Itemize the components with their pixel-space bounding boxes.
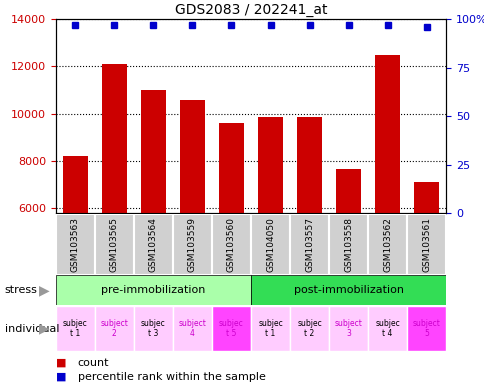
Text: subjec
t 3: subjec t 3 bbox=[141, 319, 166, 338]
Text: post-immobilization: post-immobilization bbox=[293, 285, 403, 295]
Text: GSM103559: GSM103559 bbox=[187, 217, 197, 272]
Text: GSM103562: GSM103562 bbox=[382, 217, 392, 271]
Text: subjec
t 1: subjec t 1 bbox=[63, 319, 88, 338]
Text: individual: individual bbox=[5, 324, 59, 334]
Text: subject
2: subject 2 bbox=[100, 319, 128, 338]
Bar bbox=[212, 214, 251, 275]
Bar bbox=[62, 156, 88, 350]
Text: ■: ■ bbox=[56, 358, 66, 368]
Text: GSM103558: GSM103558 bbox=[343, 217, 352, 272]
Bar bbox=[95, 214, 134, 275]
Bar bbox=[329, 306, 367, 351]
Text: subjec
t 5: subjec t 5 bbox=[219, 319, 243, 338]
Text: ▶: ▶ bbox=[39, 322, 50, 336]
Bar bbox=[251, 275, 445, 305]
Text: subjec
t 1: subjec t 1 bbox=[257, 319, 282, 338]
Bar bbox=[180, 99, 205, 350]
Bar bbox=[407, 214, 445, 275]
Bar bbox=[367, 306, 407, 351]
Text: subject
3: subject 3 bbox=[334, 319, 362, 338]
Text: GSM103564: GSM103564 bbox=[149, 217, 158, 271]
Bar bbox=[413, 182, 439, 350]
Bar bbox=[102, 64, 127, 350]
Bar bbox=[251, 214, 289, 275]
Text: subject
4: subject 4 bbox=[178, 319, 206, 338]
Bar bbox=[134, 306, 173, 351]
Text: subjec
t 2: subjec t 2 bbox=[297, 319, 321, 338]
Bar bbox=[56, 275, 251, 305]
Bar bbox=[289, 306, 329, 351]
Bar bbox=[407, 306, 445, 351]
Bar bbox=[212, 306, 251, 351]
Text: percentile rank within the sample: percentile rank within the sample bbox=[77, 372, 265, 382]
Bar bbox=[173, 214, 212, 275]
Text: count: count bbox=[77, 358, 109, 368]
Bar bbox=[329, 214, 367, 275]
Bar bbox=[140, 90, 166, 350]
Text: ■: ■ bbox=[56, 372, 66, 382]
Bar bbox=[367, 214, 407, 275]
Bar bbox=[218, 123, 243, 350]
Bar bbox=[374, 55, 399, 350]
Bar bbox=[251, 306, 289, 351]
Bar bbox=[134, 214, 173, 275]
Text: GSM103565: GSM103565 bbox=[109, 217, 119, 272]
Bar bbox=[56, 306, 95, 351]
Text: subjec
t 4: subjec t 4 bbox=[375, 319, 399, 338]
Text: ▶: ▶ bbox=[39, 283, 50, 297]
Text: GSM103557: GSM103557 bbox=[304, 217, 314, 272]
Text: pre-immobilization: pre-immobilization bbox=[101, 285, 205, 295]
Bar bbox=[95, 306, 134, 351]
Text: GSM103560: GSM103560 bbox=[227, 217, 236, 272]
Bar bbox=[173, 306, 212, 351]
Bar bbox=[296, 118, 321, 350]
Bar bbox=[257, 118, 283, 350]
Text: stress: stress bbox=[5, 285, 38, 295]
Text: GSM104050: GSM104050 bbox=[265, 217, 274, 271]
Text: subject
5: subject 5 bbox=[412, 319, 439, 338]
Title: GDS2083 / 202241_at: GDS2083 / 202241_at bbox=[174, 3, 327, 17]
Bar bbox=[56, 214, 95, 275]
Text: GSM103561: GSM103561 bbox=[421, 217, 430, 272]
Bar bbox=[335, 169, 361, 350]
Text: GSM103563: GSM103563 bbox=[71, 217, 80, 272]
Bar bbox=[289, 214, 329, 275]
